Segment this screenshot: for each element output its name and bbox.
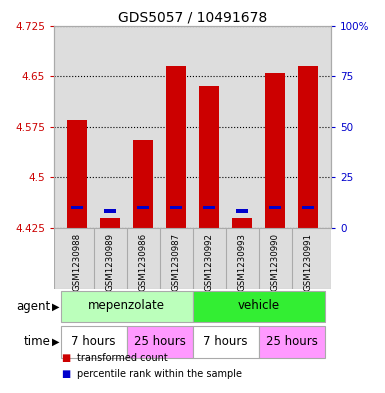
Text: ■: ■ [62,369,71,379]
Text: GSM1230990: GSM1230990 [271,233,280,291]
Bar [166,66,186,228]
Bar [199,86,219,228]
Text: 25 hours: 25 hours [134,335,186,348]
Text: GSM1230988: GSM1230988 [72,233,82,291]
Text: 7 hours: 7 hours [71,335,116,348]
Title: GDS5057 / 10491678: GDS5057 / 10491678 [118,10,267,24]
Bar [67,120,87,228]
Text: vehicle: vehicle [238,299,280,312]
Bar [232,218,252,228]
Text: percentile rank within the sample: percentile rank within the sample [77,369,242,379]
Bar [71,206,83,209]
Text: GSM1230989: GSM1230989 [105,233,114,291]
Bar [127,326,192,358]
Text: time: time [23,335,50,349]
Bar [60,290,192,322]
Text: GSM1230992: GSM1230992 [204,233,214,291]
Text: GSM1230991: GSM1230991 [303,233,313,291]
Bar [192,326,258,358]
Bar [265,73,285,228]
Bar [137,206,149,209]
Bar [269,206,281,209]
Text: GSM1230993: GSM1230993 [238,233,246,291]
Bar [104,209,116,213]
Bar [302,206,314,209]
Text: GSM1230987: GSM1230987 [171,233,181,291]
Text: 7 hours: 7 hours [203,335,248,348]
Text: mepenzolate: mepenzolate [88,299,165,312]
Bar [298,66,318,228]
Text: ■: ■ [62,353,71,363]
Text: agent: agent [16,300,50,313]
Bar [133,140,153,228]
Text: GSM1230986: GSM1230986 [139,233,147,291]
Bar [236,209,248,213]
Text: ▶: ▶ [52,337,59,347]
Bar [258,326,325,358]
Bar [100,218,120,228]
Bar [170,206,182,209]
Text: 25 hours: 25 hours [266,335,318,348]
Bar [192,290,325,322]
Text: transformed count: transformed count [77,353,168,363]
Text: ▶: ▶ [52,301,59,312]
Bar [60,326,127,358]
Bar [203,206,215,209]
